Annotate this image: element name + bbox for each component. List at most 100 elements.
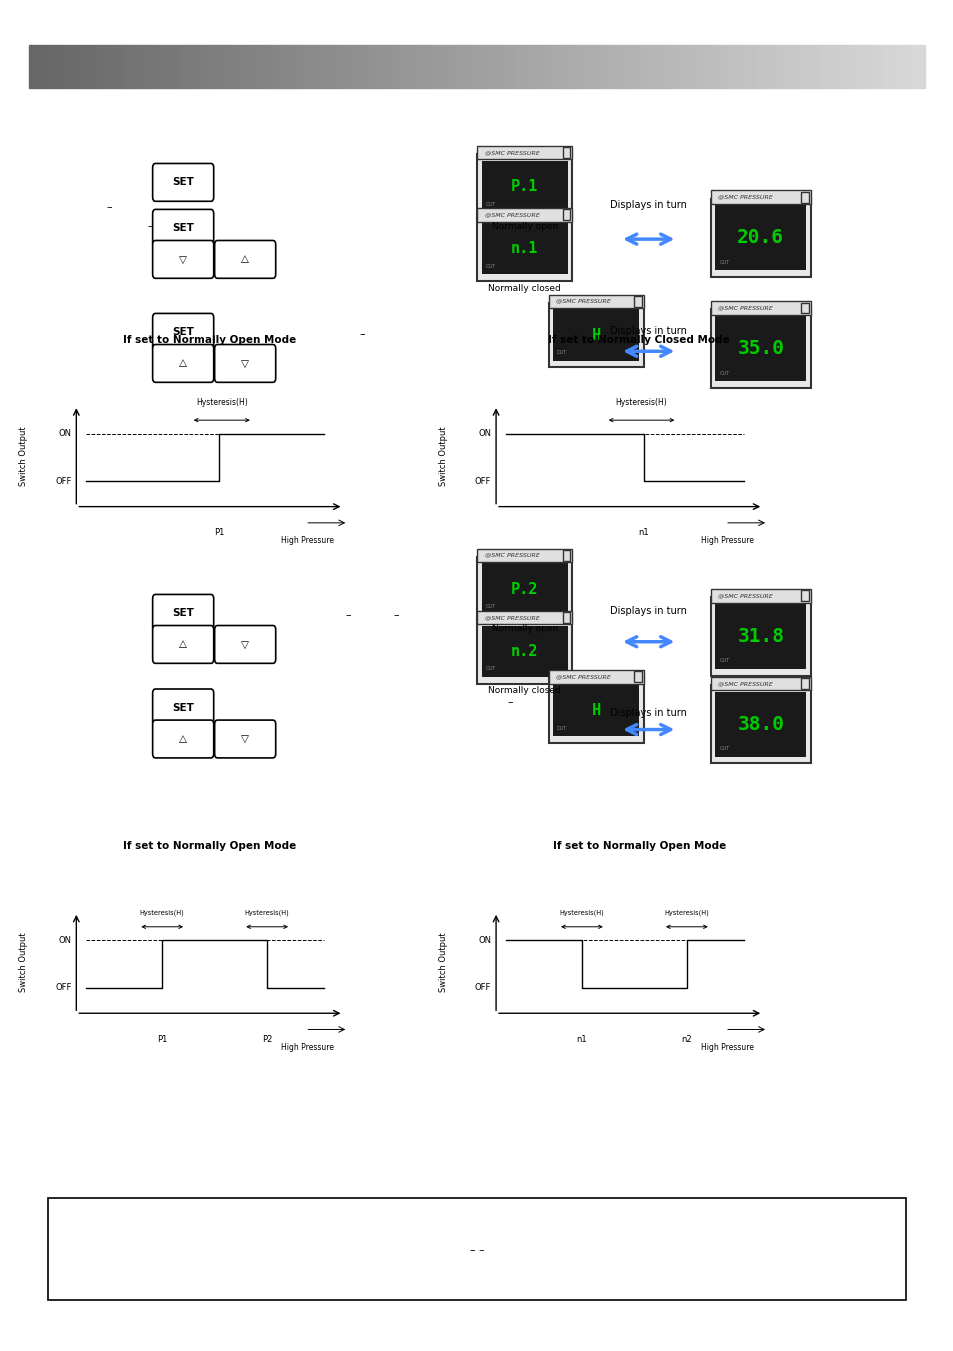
Bar [436, 45, 440, 88]
Bar [562, 209, 570, 220]
Bar [598, 45, 602, 88]
Bar [843, 45, 848, 88]
Text: Switch Output: Switch Output [438, 932, 448, 993]
Bar [141, 45, 145, 88]
Text: ▽: ▽ [241, 639, 249, 650]
Text: OUT: OUT [485, 666, 496, 671]
FancyBboxPatch shape [214, 626, 275, 663]
Bar [548, 303, 643, 367]
Bar [710, 199, 810, 277]
Bar [817, 45, 821, 88]
Bar [481, 45, 485, 88]
Text: @SMC PRESSURE: @SMC PRESSURE [718, 593, 773, 598]
Bar [476, 611, 572, 624]
Bar [619, 45, 624, 88]
Bar [392, 45, 395, 88]
Bar [454, 45, 458, 88]
Bar [65, 45, 69, 88]
Text: △: △ [179, 358, 187, 369]
Bar [472, 45, 476, 88]
Bar [271, 45, 274, 88]
Text: If set to Normally Open Mode: If set to Normally Open Mode [123, 842, 296, 851]
Text: OUT: OUT [719, 259, 729, 265]
Bar [163, 45, 168, 88]
Text: @SMC PRESSURE: @SMC PRESSURE [484, 212, 539, 218]
Bar [105, 45, 110, 88]
Bar [136, 45, 141, 88]
Text: ▽: ▽ [241, 358, 249, 369]
Bar [306, 45, 311, 88]
Bar [48, 1198, 905, 1300]
Bar [69, 45, 73, 88]
Bar [562, 612, 570, 623]
Bar [248, 45, 253, 88]
Bar [584, 45, 589, 88]
Bar [669, 45, 674, 88]
Bar [548, 295, 643, 308]
Bar [87, 45, 91, 88]
Bar [37, 45, 42, 88]
Bar [266, 45, 271, 88]
Text: High Pressure: High Pressure [700, 536, 753, 546]
Bar [624, 45, 629, 88]
Bar [508, 45, 513, 88]
Bar [785, 45, 790, 88]
Bar [51, 45, 55, 88]
Text: OUT: OUT [719, 746, 729, 751]
Bar [132, 45, 136, 88]
Bar [911, 45, 916, 88]
Text: –: – [359, 328, 365, 339]
Text: SET: SET [172, 703, 193, 713]
Text: @SMC PRESSURE: @SMC PRESSURE [556, 674, 611, 680]
Bar [257, 45, 261, 88]
Bar [440, 45, 445, 88]
Bar [387, 45, 392, 88]
Text: Hysteresis(H): Hysteresis(H) [664, 909, 708, 916]
Bar [634, 296, 641, 307]
Bar [91, 45, 95, 88]
Bar [801, 678, 808, 689]
Bar [790, 45, 795, 88]
Bar [347, 45, 351, 88]
Bar [593, 45, 598, 88]
Text: OFF: OFF [55, 984, 71, 993]
Bar [611, 45, 616, 88]
Bar [485, 45, 490, 88]
Bar [602, 45, 606, 88]
Bar [337, 45, 342, 88]
Bar [575, 45, 579, 88]
Bar [33, 45, 37, 88]
Bar [710, 301, 810, 315]
Bar [866, 45, 871, 88]
Bar [543, 45, 548, 88]
Bar [414, 45, 418, 88]
Text: P2: P2 [262, 1035, 272, 1044]
Bar [230, 45, 234, 88]
Bar [656, 45, 660, 88]
Bar [715, 604, 805, 669]
Bar [719, 45, 723, 88]
Bar [682, 45, 687, 88]
Bar [113, 45, 118, 88]
Bar [476, 146, 572, 159]
Bar [875, 45, 880, 88]
Text: 38.0: 38.0 [737, 715, 783, 734]
FancyBboxPatch shape [214, 240, 275, 278]
Bar [812, 45, 817, 88]
Text: –: – [147, 220, 152, 231]
Bar [261, 45, 266, 88]
Bar [476, 557, 572, 621]
FancyBboxPatch shape [152, 240, 213, 278]
Text: SET: SET [172, 327, 193, 338]
Bar [253, 45, 257, 88]
Text: H: H [582, 327, 609, 343]
FancyBboxPatch shape [152, 626, 213, 663]
Text: High Pressure: High Pressure [280, 1043, 334, 1052]
Bar [571, 45, 575, 88]
Bar [781, 45, 785, 88]
Bar [884, 45, 888, 88]
Text: – –: – – [469, 1244, 484, 1255]
Bar [476, 154, 572, 219]
Bar [808, 45, 812, 88]
Bar [801, 303, 808, 313]
